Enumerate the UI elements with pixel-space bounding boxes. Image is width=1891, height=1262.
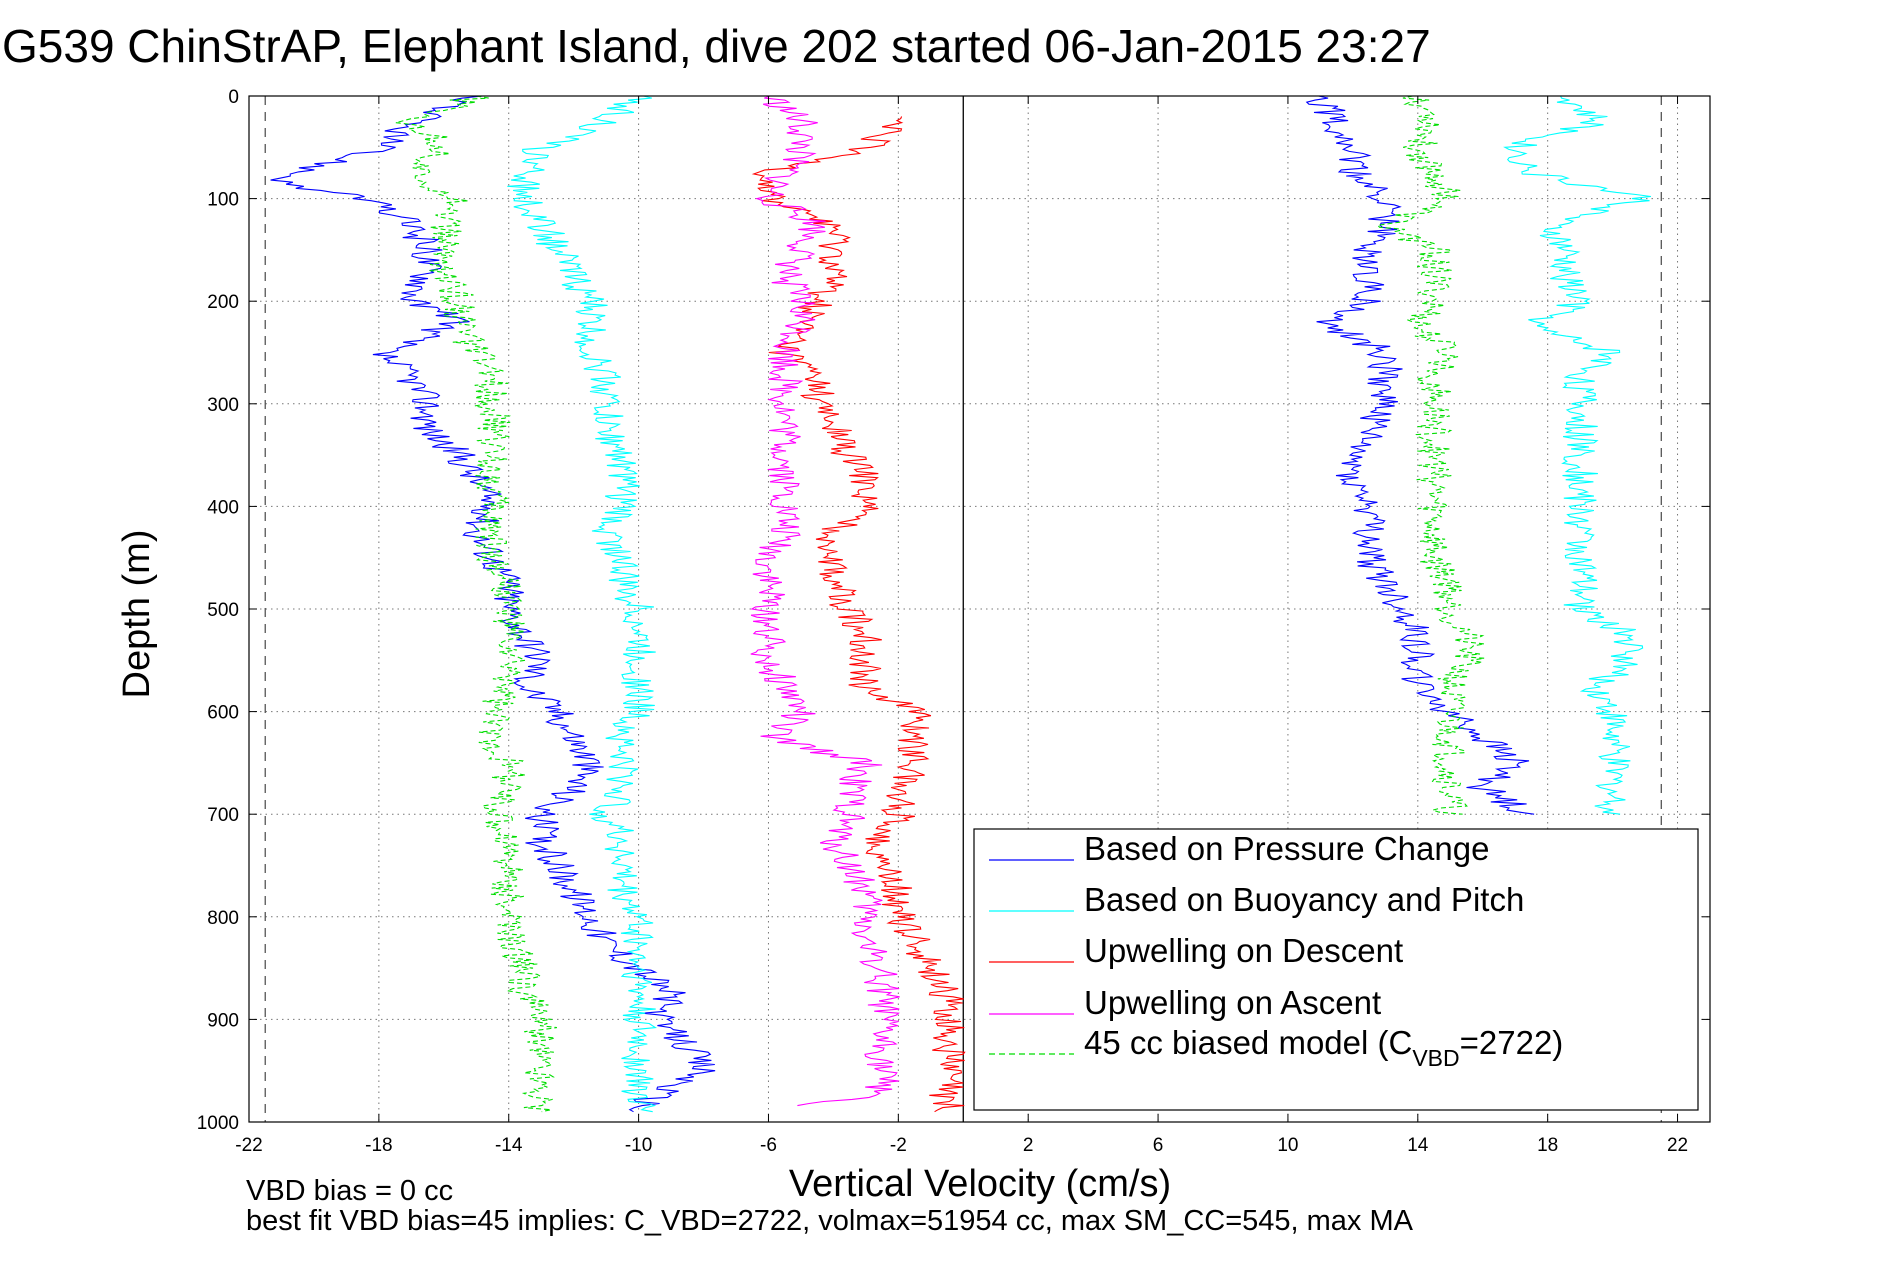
legend-label: Based on Pressure Change [1084, 830, 1489, 867]
series-line-8 [1376, 95, 1485, 815]
x-tick-label: -6 [760, 1135, 777, 1156]
y-tick-label: 300 [207, 395, 239, 416]
y-tick-label: 200 [207, 292, 239, 313]
legend-label: Upwelling on Descent [1084, 932, 1403, 969]
legend-box [973, 828, 1699, 1111]
x-tick-label: 18 [1537, 1135, 1558, 1156]
x-tick-label: -14 [495, 1135, 523, 1156]
series-line-1 [270, 95, 716, 1113]
y-tick-label: 100 [207, 190, 239, 211]
x-tick-label: -18 [365, 1135, 392, 1156]
y-tick-label: 900 [207, 1010, 239, 1031]
legend-label: Upwelling on Ascent [1084, 984, 1381, 1021]
x-axis-label: Vertical Velocity (cm/s) [789, 1163, 1171, 1205]
x-tick-label: 6 [1153, 1135, 1164, 1156]
series-line-2 [507, 95, 658, 1113]
annotation-vbd-bias: VBD bias = 0 cc [246, 1175, 453, 1207]
y-axis: 0 100 200 300 400 500 600 700 800 900 1000 [197, 87, 1710, 1134]
y-tick-label: 0 [228, 87, 239, 108]
annotation-best-fit: best fit VBD bias=45 implies: C_VBD=2722… [246, 1205, 1414, 1237]
grid-lines [248, 95, 1710, 1123]
series-line-3 [751, 116, 966, 1113]
x-tick-label: 2 [1023, 1135, 1034, 1156]
y-tick-label: 700 [207, 805, 239, 826]
y-tick-label: 1000 [197, 1113, 239, 1134]
y-axis-label: Depth (m) [116, 530, 158, 699]
legend-items: Based on Pressure Change Based on Buoyanc… [989, 830, 1563, 1071]
legend: Based on Pressure Change Based on Buoyanc… [973, 828, 1699, 1111]
chart-title: G539 ChinStrAP, Elephant Island, dive 20… [2, 20, 1431, 72]
series-layer [270, 95, 1651, 1113]
series-line-7 [1503, 95, 1651, 815]
x-tick-label: 14 [1407, 1135, 1429, 1156]
x-tick-label: -2 [890, 1135, 907, 1156]
x-axis: -22 -18 -14 -10 -6 -2 2 6 10 14 18 22 [235, 96, 1688, 1156]
x-tick-label: -22 [235, 1135, 262, 1156]
series-line-4 [750, 95, 900, 1107]
y-tick-label: 400 [207, 497, 239, 518]
y-tick-label: 600 [207, 703, 239, 724]
legend-label: Based on Buoyancy and Pitch [1084, 881, 1524, 918]
x-tick-label: 10 [1277, 1135, 1298, 1156]
x-tick-label: 22 [1667, 1135, 1688, 1156]
y-tick-label: 500 [207, 600, 239, 621]
series-line-6 [1305, 95, 1535, 815]
y-tick-label: 800 [207, 908, 239, 929]
x-tick-label: -10 [625, 1135, 652, 1156]
